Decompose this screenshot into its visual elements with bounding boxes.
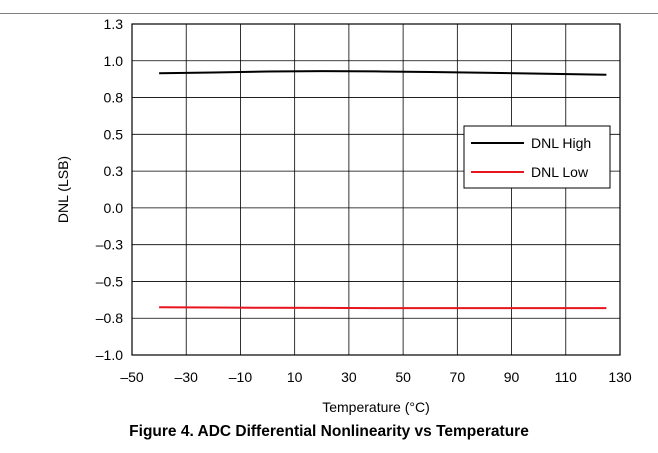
y-tick-label: 1.0 (104, 53, 124, 69)
legend-label: DNL Low (531, 164, 589, 180)
x-tick-label: 10 (287, 369, 303, 385)
x-tick-labels: –50 –30 –10 10 30 50 70 90 110 130 (120, 369, 632, 385)
x-tick-label: 90 (504, 369, 520, 385)
y-tick-labels: –1.0 –0.8 –0.5 –0.3 0.0 0.3 0.5 0.8 1.0 1.3 (96, 16, 123, 363)
series-line-dnl-high (159, 70, 607, 76)
y-tick-label: –1.0 (96, 347, 123, 363)
series-layer (159, 70, 607, 310)
x-tick-label: 30 (341, 369, 357, 385)
x-tick-label: 130 (608, 369, 632, 385)
y-tick-label: 1.3 (104, 16, 124, 32)
x-tick-label: 50 (395, 369, 411, 385)
y-tick-label: –0.8 (96, 310, 123, 326)
x-axis-label: Temperature (°C) (322, 399, 430, 415)
y-tick-label: 0.8 (104, 90, 124, 106)
dnl-temperature-chart: –1.0 –0.8 –0.5 –0.3 0.0 0.3 0.5 0.8 1.0 1.3 –50 –3… (55, 16, 632, 415)
y-tick-label: –0.3 (96, 237, 123, 253)
figure-caption: Figure 4. ADC Differential Nonlinearity … (129, 423, 529, 440)
legend-label: DNL High (531, 135, 591, 151)
y-tick-label: 0.0 (104, 200, 124, 216)
x-tick-label: –30 (175, 369, 199, 385)
series-line-dnl-low (159, 306, 607, 310)
x-tick-label: –50 (120, 369, 144, 385)
x-tick-label: 110 (555, 369, 578, 385)
legend: DNL High DNL Low (463, 125, 611, 189)
y-axis-label: DNL (LSB) (55, 156, 71, 223)
y-tick-label: 0.5 (104, 126, 124, 142)
top-rule (0, 13, 658, 14)
y-tick-label: 0.3 (104, 163, 124, 179)
x-tick-label: –10 (229, 369, 253, 385)
legend-box (463, 125, 611, 189)
y-tick-label: –0.5 (96, 273, 123, 289)
plot-frame (131, 23, 621, 356)
x-tick-label: 70 (450, 369, 466, 385)
